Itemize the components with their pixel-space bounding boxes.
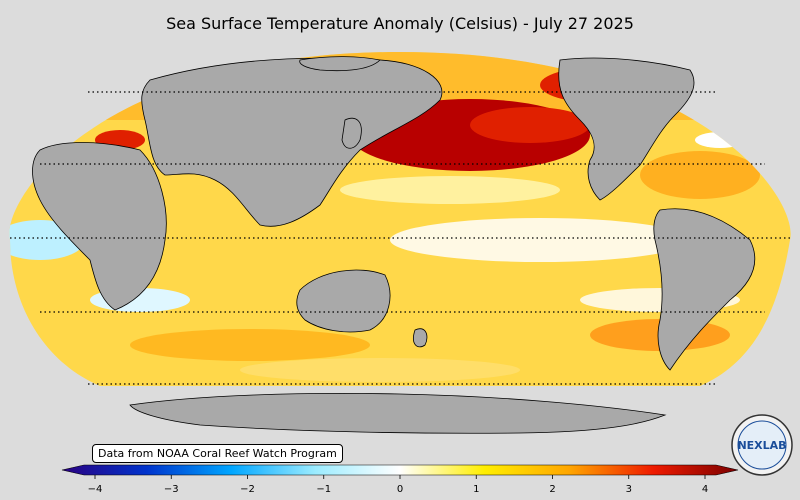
logo-text: NEXLAB: [737, 439, 786, 452]
australia-landmass: [296, 269, 391, 333]
colorbar-gradient: [61, 464, 739, 476]
data-credit: Data from NOAA Coral Reef Watch Program: [92, 444, 343, 463]
latitude-graticule: [10, 91, 790, 385]
colorbar-tick-label: 4: [702, 484, 708, 495]
colorbar-tick-label: 1: [473, 484, 479, 495]
colorbar: −4 −3 −2 −1 0 1 2 3 4: [61, 464, 739, 495]
colorbar-tick-label: 3: [626, 484, 632, 495]
land-masses: [32, 56, 756, 434]
north-america-landmass: [558, 57, 695, 201]
antarctica-landmass: [129, 393, 667, 434]
nexlab-logo: NEXLAB: [731, 414, 793, 476]
colorbar-tick-label: −3: [164, 484, 179, 495]
colorbar-tick-label: −2: [240, 484, 255, 495]
equatorial-cool-band: [390, 218, 690, 262]
south-america-landmass: [653, 208, 756, 371]
map-title: Sea Surface Temperature Anomaly (Celsius…: [166, 14, 634, 33]
colorbar-tick-label: −4: [88, 484, 103, 495]
new-zealand-landmass: [413, 328, 428, 348]
colorbar-tick-label: −1: [316, 484, 331, 495]
colorbar-tick-label: 2: [549, 484, 555, 495]
colorbar-tick-label: 0: [397, 484, 403, 495]
africa-landmass: [32, 142, 167, 311]
japan-landmass: [341, 117, 362, 149]
